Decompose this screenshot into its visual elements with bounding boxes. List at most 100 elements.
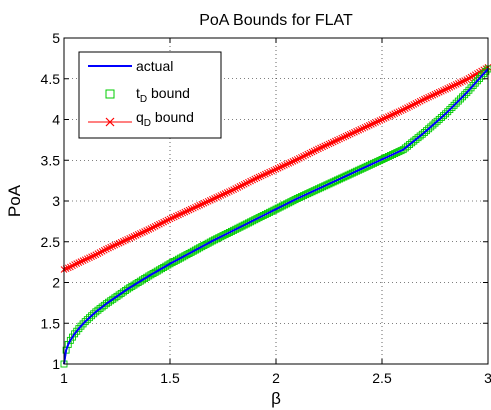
series-point-stroke bbox=[270, 166, 278, 174]
series-point bbox=[287, 159, 295, 166]
series-point-stroke bbox=[213, 194, 220, 201]
series-point bbox=[238, 181, 246, 189]
series-point-stroke bbox=[452, 81, 460, 88]
series-point bbox=[153, 267, 161, 275]
series-point bbox=[378, 116, 386, 123]
series-point bbox=[478, 72, 486, 80]
series-point-stroke bbox=[173, 212, 180, 220]
series-point-stroke bbox=[192, 203, 199, 211]
series-point-stroke bbox=[308, 148, 316, 156]
series-point-stroke bbox=[226, 188, 233, 195]
series-point-stroke bbox=[446, 84, 454, 91]
series-point-stroke bbox=[380, 115, 388, 122]
series-line bbox=[63, 68, 489, 365]
legend-label-qd-bound: qD bound bbox=[136, 109, 194, 129]
series-point-stroke bbox=[100, 246, 108, 254]
series-point-stroke bbox=[149, 224, 157, 231]
y-axis-label: PoA bbox=[5, 184, 24, 217]
series-point-stroke bbox=[209, 196, 216, 203]
series-point-stroke bbox=[221, 190, 229, 197]
series-point bbox=[348, 129, 356, 137]
series-point bbox=[160, 218, 167, 226]
series-point bbox=[122, 236, 129, 244]
series-point-stroke bbox=[228, 187, 235, 194]
series-point bbox=[446, 84, 454, 91]
series-point bbox=[136, 230, 144, 237]
series-point-stroke bbox=[266, 168, 273, 176]
series-point bbox=[465, 86, 473, 94]
series-point bbox=[336, 135, 343, 143]
series-point-stroke bbox=[204, 197, 212, 205]
series-point bbox=[164, 261, 172, 269]
series-point bbox=[128, 233, 136, 241]
series-point bbox=[232, 185, 240, 192]
series-point bbox=[139, 229, 146, 236]
series-point-stroke bbox=[147, 225, 155, 232]
series-point-stroke bbox=[141, 228, 148, 235]
series-point-stroke bbox=[461, 77, 469, 84]
series-point bbox=[228, 187, 235, 194]
series-point bbox=[427, 123, 435, 131]
series-point-stroke bbox=[393, 109, 401, 117]
series-point bbox=[189, 204, 197, 212]
series-point bbox=[158, 265, 165, 273]
series-point-stroke bbox=[374, 118, 382, 125]
series-point bbox=[217, 192, 225, 199]
series-point-stroke bbox=[262, 170, 269, 178]
series-point bbox=[300, 152, 307, 160]
series-point bbox=[361, 123, 369, 131]
series-point bbox=[268, 167, 276, 175]
series-point bbox=[185, 206, 193, 214]
series-point bbox=[310, 147, 318, 155]
series-point-stroke bbox=[164, 216, 172, 224]
series-point-stroke bbox=[359, 124, 367, 132]
series-point bbox=[429, 121, 437, 129]
y-tick-label: 1.5 bbox=[41, 315, 61, 331]
series-point-stroke bbox=[391, 110, 399, 117]
series-point bbox=[351, 128, 358, 136]
series-point bbox=[421, 95, 428, 103]
series-point-stroke bbox=[253, 174, 261, 182]
series-point-stroke bbox=[120, 237, 127, 245]
series-point-stroke bbox=[344, 131, 352, 139]
series-point bbox=[461, 91, 469, 99]
series-point-stroke bbox=[295, 155, 303, 162]
series-point bbox=[187, 205, 195, 213]
series-point-stroke bbox=[238, 181, 246, 189]
series-point-stroke bbox=[185, 206, 193, 214]
series-point bbox=[454, 80, 462, 87]
series-point bbox=[166, 215, 174, 223]
series-point-stroke bbox=[268, 167, 276, 175]
series-point bbox=[450, 101, 458, 109]
series-point bbox=[291, 157, 299, 164]
series-point bbox=[433, 117, 441, 125]
series-point bbox=[209, 196, 216, 203]
series-point-stroke bbox=[158, 219, 165, 227]
series-point-stroke bbox=[342, 132, 350, 140]
series-point bbox=[77, 322, 85, 330]
series-point-stroke bbox=[160, 218, 167, 226]
series-point bbox=[408, 102, 416, 109]
series-point bbox=[281, 161, 288, 169]
series-point-stroke bbox=[223, 189, 231, 196]
series-point-stroke bbox=[272, 165, 280, 173]
series-point-stroke bbox=[435, 88, 443, 96]
series-point bbox=[247, 177, 254, 185]
series-point bbox=[425, 125, 433, 133]
series-point-stroke bbox=[416, 97, 424, 105]
series-point bbox=[306, 149, 314, 157]
series-point bbox=[173, 212, 180, 220]
series-point-stroke bbox=[139, 229, 146, 236]
series-point bbox=[98, 248, 106, 255]
y-tick-label: 3 bbox=[52, 193, 60, 209]
series-point bbox=[431, 90, 439, 98]
series-point bbox=[463, 89, 471, 97]
series-point bbox=[73, 260, 81, 267]
series-point bbox=[219, 191, 227, 198]
series-point bbox=[437, 114, 445, 121]
series-point-stroke bbox=[421, 95, 428, 103]
series-point-stroke bbox=[274, 164, 282, 172]
series-point-stroke bbox=[378, 116, 386, 123]
series-point bbox=[308, 148, 316, 156]
series-point-stroke bbox=[406, 103, 413, 110]
